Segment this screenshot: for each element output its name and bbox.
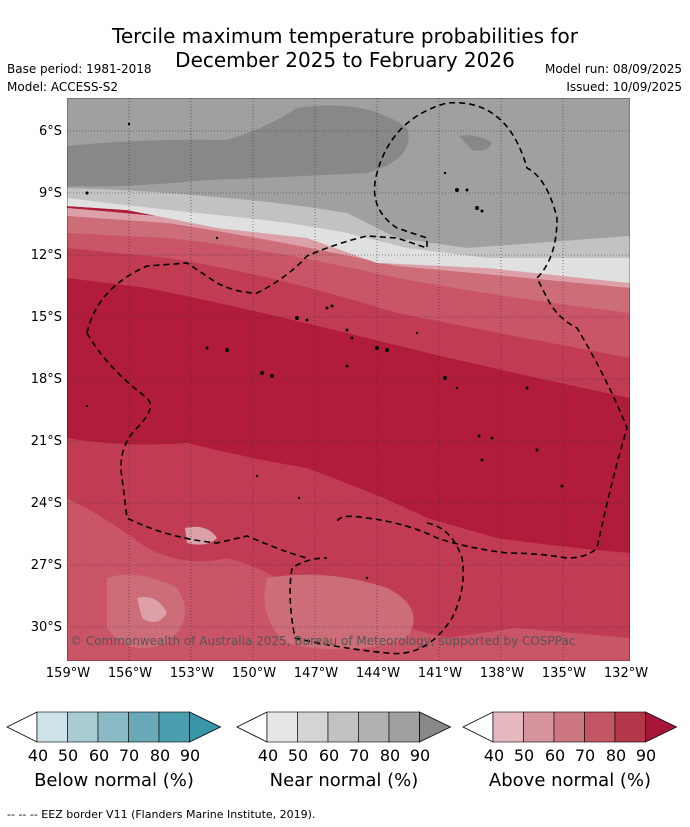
colorbar-extend-high	[189, 711, 222, 743]
colorbar-segment	[97, 711, 129, 743]
lat-label: 12°S	[30, 248, 62, 263]
model-name: Model: ACCESS-S2	[7, 80, 119, 94]
colorbar-above-normal: 40 50 60 70 80 90 Above normal (%)	[462, 710, 678, 820]
colorbar-segment	[266, 711, 298, 743]
title-line-1: Tercile maximum temperature probabilitie…	[112, 24, 578, 48]
tick-label: 40	[27, 746, 49, 765]
colorbar-extend-high	[645, 711, 678, 743]
meta-right: Model run: 08/09/2025 Issued: 10/09/2025	[545, 60, 682, 96]
lat-label: 30°S	[30, 620, 62, 635]
tick-label: 80	[605, 746, 627, 765]
lon-label: 147°W	[293, 666, 339, 681]
colorbar-segment	[128, 711, 160, 743]
colorbar-near-normal: 40 50 60 70 80 90 Near normal (%)	[236, 710, 452, 820]
colorbar-segment	[388, 711, 420, 743]
tick-label: 70	[348, 746, 370, 765]
lon-label: 144°W	[355, 666, 401, 681]
colorbar-extend-high	[419, 711, 452, 743]
above-70-region-south	[67, 498, 630, 661]
islands	[85, 122, 564, 580]
lon-label: 132°W	[603, 666, 649, 681]
colorbar-segment	[614, 711, 646, 743]
colorbar-segment	[523, 711, 555, 743]
colorbar-segment	[297, 711, 329, 743]
tick-label: 60	[88, 746, 110, 765]
tick-label: 80	[149, 746, 171, 765]
colorbar-extend-low	[462, 711, 494, 743]
above-60-patch-2	[264, 574, 414, 650]
lat-label: 6°S	[38, 124, 62, 139]
colorbar-near-svg	[236, 711, 452, 743]
base-period: Base period: 1981-2018	[7, 62, 152, 76]
lon-label: 141°W	[417, 666, 463, 681]
colorbar-extend-low	[6, 711, 38, 743]
tick-label: 90	[179, 746, 201, 765]
colorbar-ticks: 40 50 60 70 80 90	[6, 746, 222, 766]
lon-label: 153°W	[169, 666, 215, 681]
model-run: Model run: 08/09/2025	[544, 62, 682, 76]
colorbar-segment	[584, 711, 616, 743]
tick-label: 70	[118, 746, 140, 765]
title-line-2: December 2025 to February 2026	[175, 48, 515, 72]
tick-label: 90	[635, 746, 657, 765]
tick-label: 70	[574, 746, 596, 765]
colorbar-segment	[358, 711, 390, 743]
issued-date: Issued: 10/09/2025	[566, 80, 682, 94]
colorbar-segment	[36, 711, 68, 743]
colorbar-below-svg	[6, 711, 222, 743]
lat-label: 9°S	[38, 186, 62, 201]
tick-label: 90	[409, 746, 431, 765]
meta-left: Base period: 1981-2018 Model: ACCESS-S2	[7, 60, 152, 96]
near-normal-90-region	[67, 105, 409, 187]
near-normal-50-band	[67, 198, 630, 283]
colorbar-label: Near normal (%)	[269, 770, 419, 791]
tick-label: 60	[318, 746, 340, 765]
colorbar-segment	[553, 711, 585, 743]
lon-label: 156°W	[107, 666, 153, 681]
above-50-patch	[137, 597, 167, 622]
tick-label: 40	[483, 746, 505, 765]
lon-label: 138°W	[479, 666, 525, 681]
above-50-patch-2	[185, 526, 217, 545]
lon-label: 159°W	[45, 666, 91, 681]
colorbar-segment	[158, 711, 190, 743]
map-title: Tercile maximum temperature probabilitie…	[0, 24, 690, 72]
colorbar-ticks: 40 50 60 70 80 90	[462, 746, 678, 766]
eez-border	[86, 101, 628, 655]
lat-label: 21°S	[30, 434, 62, 449]
colorbar-segment	[492, 711, 524, 743]
colorbar-extend-low	[236, 711, 268, 743]
colorbar-segment	[67, 711, 99, 743]
colorbar-above-svg	[462, 711, 678, 743]
eez-footer-note: -- -- -- EEZ border V11 (Flanders Marine…	[7, 808, 316, 821]
colorbar-label: Below normal (%)	[34, 770, 194, 791]
tick-label: 50	[287, 746, 309, 765]
colorbar-below-normal: 40 50 60 70 80 90 Below normal (%)	[6, 710, 222, 820]
lon-label: 150°W	[231, 666, 277, 681]
lat-label: 24°S	[30, 496, 62, 511]
map-panel	[67, 98, 630, 661]
colorbar-label: Above normal (%)	[488, 770, 652, 791]
tick-label: 80	[379, 746, 401, 765]
copyright-notice: © Commonwealth of Australia 2025, Bureau…	[70, 634, 576, 648]
tick-label: 60	[544, 746, 566, 765]
tick-label: 50	[57, 746, 79, 765]
graticule	[67, 98, 630, 661]
tick-label: 50	[513, 746, 535, 765]
lat-label: 18°S	[30, 372, 62, 387]
map-svg	[67, 98, 630, 661]
lat-label: 15°S	[30, 310, 62, 325]
lat-label: 27°S	[30, 558, 62, 573]
tick-label: 40	[257, 746, 279, 765]
above-60-band	[67, 208, 630, 313]
near-normal-patch	[459, 135, 492, 151]
colorbar-ticks: 40 50 60 70 80 90	[236, 746, 452, 766]
lon-label: 135°W	[541, 666, 587, 681]
colorbar-segment	[327, 711, 359, 743]
